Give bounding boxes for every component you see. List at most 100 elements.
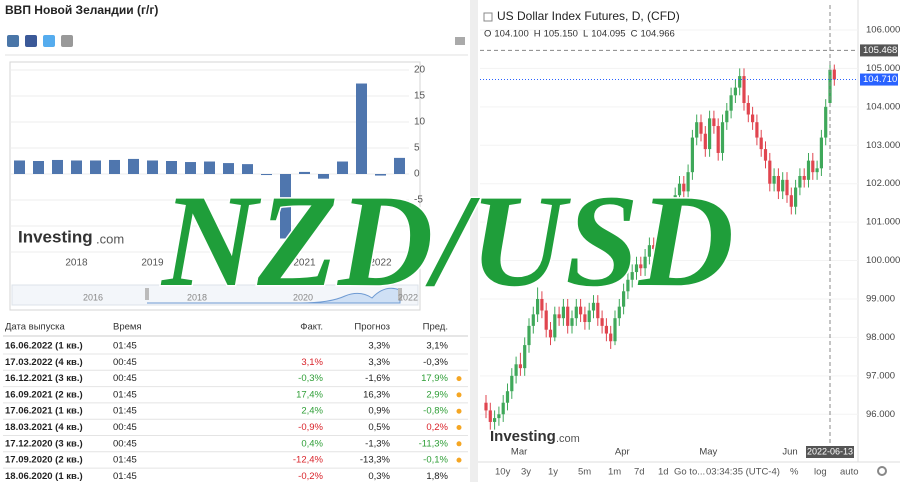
toolbar-button[interactable]: 03:34:35 (UTC-4) — [706, 467, 780, 478]
logo: Investing — [490, 428, 556, 445]
candle-body — [600, 318, 604, 326]
toolbar-button[interactable]: 7d — [634, 467, 645, 478]
candle-body — [510, 375, 514, 392]
bar — [52, 159, 63, 174]
candle-body — [501, 402, 505, 415]
table-cell: 00:45 — [113, 438, 137, 449]
candle-body — [583, 314, 587, 323]
table-cell: -11,3% — [419, 438, 449, 449]
candle-body — [523, 345, 527, 369]
candle-body — [553, 314, 557, 338]
bar — [128, 158, 139, 174]
table-cell: 3,1% — [426, 341, 448, 352]
candle-body — [703, 133, 707, 150]
candle-body — [781, 179, 785, 192]
candle-body — [613, 318, 617, 342]
bar — [204, 161, 215, 174]
candle-body — [806, 160, 811, 180]
ohlc-key: L — [583, 29, 588, 40]
toolbar-button[interactable]: 3y — [521, 467, 531, 478]
candle-body — [772, 176, 776, 184]
last-price-box — [860, 73, 898, 86]
bar — [90, 160, 101, 174]
toolbar-button[interactable]: log — [814, 467, 827, 478]
toolbar-button[interactable]: 1y — [548, 467, 558, 478]
y-tick-label: 98.000 — [866, 332, 895, 343]
table-cell: -0,3% — [298, 373, 323, 384]
table-cell: 2,9% — [426, 389, 448, 400]
collapse-icon[interactable] — [483, 12, 493, 22]
table-cell: -0,3% — [423, 357, 448, 368]
y-tick-label: 96.000 — [866, 409, 895, 420]
table-cell: 3,1% — [301, 357, 323, 368]
table-header: Время — [113, 322, 142, 333]
navigator-label: 2020 — [293, 292, 313, 302]
candle-body — [742, 76, 746, 103]
y-tick-label: -10 — [414, 221, 429, 232]
candle-body — [690, 137, 694, 173]
table-cell: 16.12.2021 (3 кв.) — [5, 373, 83, 384]
candle-body — [527, 325, 531, 346]
toolbar-button[interactable]: Go to... — [674, 467, 705, 478]
candle-body — [540, 298, 544, 311]
candle-body — [652, 245, 656, 250]
toolbar-button[interactable]: 1m — [608, 467, 621, 478]
ohlc-key: O — [484, 29, 491, 40]
toolbar-button[interactable]: 1d — [658, 467, 669, 478]
twitter-icon[interactable] — [43, 35, 55, 47]
bar — [166, 161, 177, 174]
toolbar-button[interactable]: % — [790, 467, 799, 478]
toolbar-button[interactable]: auto — [840, 467, 859, 478]
candle-body — [574, 306, 578, 319]
last-price-label: 104.710 — [863, 74, 897, 85]
candle-body — [630, 272, 634, 280]
logo-suffix: .com — [556, 433, 580, 445]
candle-body — [699, 122, 703, 134]
print-icon[interactable] — [455, 37, 465, 45]
x-tick-label: 2021 — [293, 258, 316, 269]
y-tick-label: 100.000 — [866, 255, 900, 266]
y-tick-label: 102.000 — [866, 178, 900, 189]
candle-body — [824, 106, 828, 138]
ohlc-value: 105.150 — [544, 29, 578, 40]
facebook-icon[interactable] — [25, 35, 37, 47]
candle-body — [639, 264, 643, 269]
candle-body — [716, 126, 720, 153]
chart-title: US Dollar Index Futures, D, (CFD) — [497, 9, 680, 23]
mail-icon[interactable] — [61, 35, 73, 47]
candle-body — [815, 168, 819, 173]
candle-body — [669, 214, 673, 230]
candle-body — [789, 195, 793, 207]
table-cell: 16,3% — [363, 389, 390, 400]
vk-icon[interactable] — [7, 35, 19, 47]
alert-dot — [456, 376, 462, 382]
bar — [147, 160, 158, 174]
candle-body — [828, 69, 832, 103]
table-cell: 3,3% — [368, 341, 390, 352]
candle-body — [587, 310, 591, 323]
candle-body — [751, 114, 755, 123]
navigator-handle[interactable] — [145, 288, 149, 300]
candle-body — [673, 195, 677, 215]
toolbar-button[interactable]: 10y — [495, 467, 511, 478]
navigator-label: 2018 — [187, 292, 207, 302]
bar — [356, 83, 367, 174]
settings-icon[interactable] — [877, 466, 887, 476]
crosshair-date-label: 2022-06-13 — [807, 446, 853, 456]
candle-body — [763, 149, 768, 161]
left-title: ВВП Новой Зеландии (г/г) — [5, 3, 158, 17]
candle-body — [695, 122, 699, 138]
y-tick-label: -15 — [414, 247, 429, 258]
alert-dot — [456, 457, 462, 463]
ohlc-value: 104.095 — [591, 29, 625, 40]
table-cell: -12,4% — [293, 455, 324, 466]
table-cell: -0,9% — [298, 422, 323, 433]
candle-body — [768, 160, 772, 184]
toolbar-button[interactable]: 5m — [578, 467, 591, 478]
bar — [394, 157, 405, 174]
table-cell: 17.06.2021 (1 кв.) — [5, 406, 83, 417]
candle-body — [819, 137, 823, 169]
candle-body — [497, 414, 501, 419]
navigator-handle[interactable] — [398, 288, 402, 300]
